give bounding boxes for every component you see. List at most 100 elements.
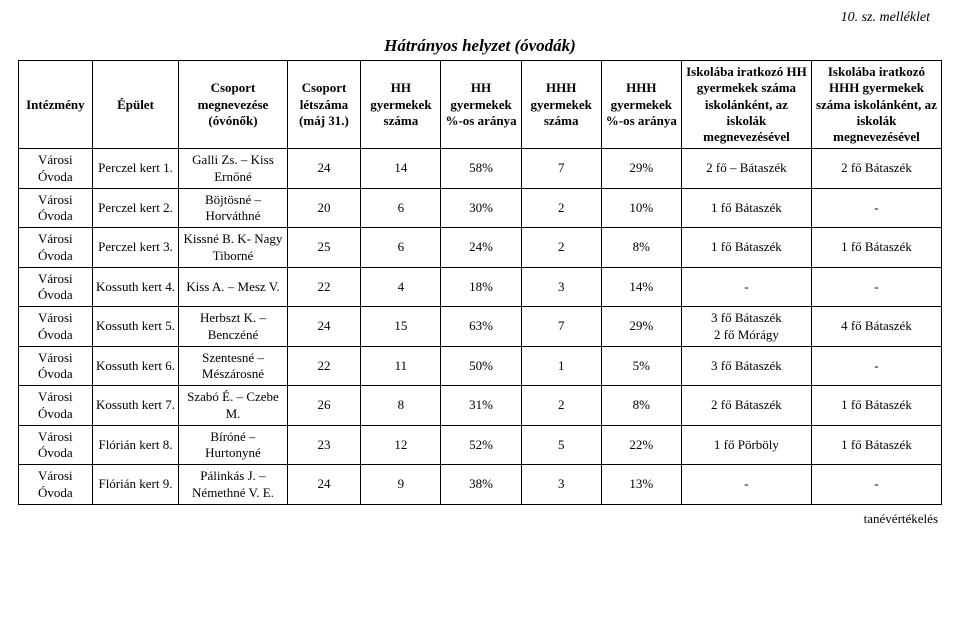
table-cell: 1 fő Bátaszék <box>811 386 941 426</box>
table-cell: 9 <box>361 465 441 505</box>
col-header: Csoport megnevezése (óvónők) <box>179 61 287 149</box>
table-cell: Városi Óvoda <box>19 346 93 386</box>
table-cell: 38% <box>441 465 521 505</box>
table-cell: 22% <box>601 425 681 465</box>
table-cell: 58% <box>441 149 521 189</box>
table-cell: 31% <box>441 386 521 426</box>
table-cell: Városi Óvoda <box>19 267 93 307</box>
table-cell: 1 fő Bátaszék <box>681 228 811 268</box>
table-cell: 8% <box>601 386 681 426</box>
table-cell: 1 fő Bátaszék <box>811 228 941 268</box>
table-cell: Kossuth kert 4. <box>92 267 179 307</box>
table-cell: - <box>811 346 941 386</box>
table-row: Városi ÓvodaPerczel kert 3.Kissné B. K- … <box>19 228 942 268</box>
table-cell: 3 fő Bátaszék2 fő Mórágy <box>681 307 811 347</box>
table-cell: 8% <box>601 228 681 268</box>
table-cell: Perczel kert 3. <box>92 228 179 268</box>
table-cell: 22 <box>287 267 361 307</box>
annex-label: 10. sz. melléklet <box>841 10 930 26</box>
col-header: Csoport létszáma (máj 31.) <box>287 61 361 149</box>
table-cell: - <box>811 465 941 505</box>
table-cell: 2 fő – Bátaszék <box>681 149 811 189</box>
table-cell: 1 fő Pörböly <box>681 425 811 465</box>
table-cell: 20 <box>287 188 361 228</box>
table-cell: 3 fő Bátaszék <box>681 346 811 386</box>
table-cell: Városi Óvoda <box>19 465 93 505</box>
table-cell: - <box>681 465 811 505</box>
table-cell: 15 <box>361 307 441 347</box>
table-row: Városi ÓvodaKossuth kert 7.Szabó É. – Cz… <box>19 386 942 426</box>
table-row: Városi ÓvodaKossuth kert 6.Szentesné – M… <box>19 346 942 386</box>
table-cell: 7 <box>521 149 601 189</box>
table-cell: 29% <box>601 149 681 189</box>
table-cell: 3 <box>521 267 601 307</box>
col-header: Épület <box>92 61 179 149</box>
table-cell: 7 <box>521 307 601 347</box>
table-cell: Városi Óvoda <box>19 425 93 465</box>
table-cell: 6 <box>361 228 441 268</box>
col-header: Iskolába iratkozó HH gyermekek száma isk… <box>681 61 811 149</box>
table-cell: 1 <box>521 346 601 386</box>
table-cell: 18% <box>441 267 521 307</box>
table-row: Városi ÓvodaPerczel kert 2.Böjtösné – Ho… <box>19 188 942 228</box>
col-header: Iskolába iratkozó HHH gyermekek száma is… <box>811 61 941 149</box>
table-cell: 25 <box>287 228 361 268</box>
table-cell: Városi Óvoda <box>19 188 93 228</box>
table-cell: Herbszt K. – Benczéné <box>179 307 287 347</box>
table-cell: Böjtösné – Horváthné <box>179 188 287 228</box>
table-row: Városi ÓvodaFlórián kert 9.Pálinkás J. –… <box>19 465 942 505</box>
table-cell: 22 <box>287 346 361 386</box>
table-cell: 26 <box>287 386 361 426</box>
table-cell: Kiss A. – Mesz V. <box>179 267 287 307</box>
table-row: Városi ÓvodaFlórián kert 8.Bíróné – Hurt… <box>19 425 942 465</box>
page: 10. sz. melléklet Hátrányos helyzet (óvo… <box>0 0 960 633</box>
table-cell: Városi Óvoda <box>19 386 93 426</box>
page-title: Hátrányos helyzet (óvodák) <box>18 36 942 56</box>
table-cell: 10% <box>601 188 681 228</box>
table-cell: - <box>681 267 811 307</box>
table-cell: 24 <box>287 307 361 347</box>
table-cell: 5 <box>521 425 601 465</box>
table-cell: Városi Óvoda <box>19 149 93 189</box>
table-cell: 29% <box>601 307 681 347</box>
table-cell: 14% <box>601 267 681 307</box>
table-cell: 24 <box>287 465 361 505</box>
table-cell: 24% <box>441 228 521 268</box>
table-cell: 2 <box>521 386 601 426</box>
table-cell: 2 fő Bátaszék <box>681 386 811 426</box>
data-table: Intézmény Épület Csoport megnevezése (óv… <box>18 60 942 505</box>
table-cell: 30% <box>441 188 521 228</box>
table-cell: 2 fő Bátaszék <box>811 149 941 189</box>
footer-label: tanévértékelés <box>18 505 942 527</box>
table-cell: Flórián kert 9. <box>92 465 179 505</box>
table-cell: 13% <box>601 465 681 505</box>
table-cell: Pálinkás J. – Némethné V. E. <box>179 465 287 505</box>
table-cell: Flórián kert 8. <box>92 425 179 465</box>
table-cell: Kossuth kert 6. <box>92 346 179 386</box>
table-cell: 3 <box>521 465 601 505</box>
table-cell: Bíróné – Hurtonyné <box>179 425 287 465</box>
table-cell: 1 fő Bátaszék <box>811 425 941 465</box>
table-cell: 4 <box>361 267 441 307</box>
table-cell: Perczel kert 2. <box>92 188 179 228</box>
table-cell: - <box>811 267 941 307</box>
table-cell: Szentesné – Mészárosné <box>179 346 287 386</box>
table-cell: 12 <box>361 425 441 465</box>
table-cell: - <box>811 188 941 228</box>
table-cell: 6 <box>361 188 441 228</box>
table-row: Városi ÓvodaKossuth kert 5.Herbszt K. – … <box>19 307 942 347</box>
table-cell: 11 <box>361 346 441 386</box>
table-row: Városi ÓvodaPerczel kert 1.Galli Zs. – K… <box>19 149 942 189</box>
table-cell: 24 <box>287 149 361 189</box>
table-cell: Galli Zs. – Kiss Ernőné <box>179 149 287 189</box>
table-cell: Kossuth kert 7. <box>92 386 179 426</box>
col-header: Intézmény <box>19 61 93 149</box>
col-header: HHH gyermekek %-os aránya <box>601 61 681 149</box>
table-cell: 63% <box>441 307 521 347</box>
table-body: Városi ÓvodaPerczel kert 1.Galli Zs. – K… <box>19 149 942 505</box>
table-cell: 14 <box>361 149 441 189</box>
table-row: Városi ÓvodaKossuth kert 4.Kiss A. – Mes… <box>19 267 942 307</box>
table-cell: 50% <box>441 346 521 386</box>
table-cell: 5% <box>601 346 681 386</box>
table-cell: 4 fő Bátaszék <box>811 307 941 347</box>
